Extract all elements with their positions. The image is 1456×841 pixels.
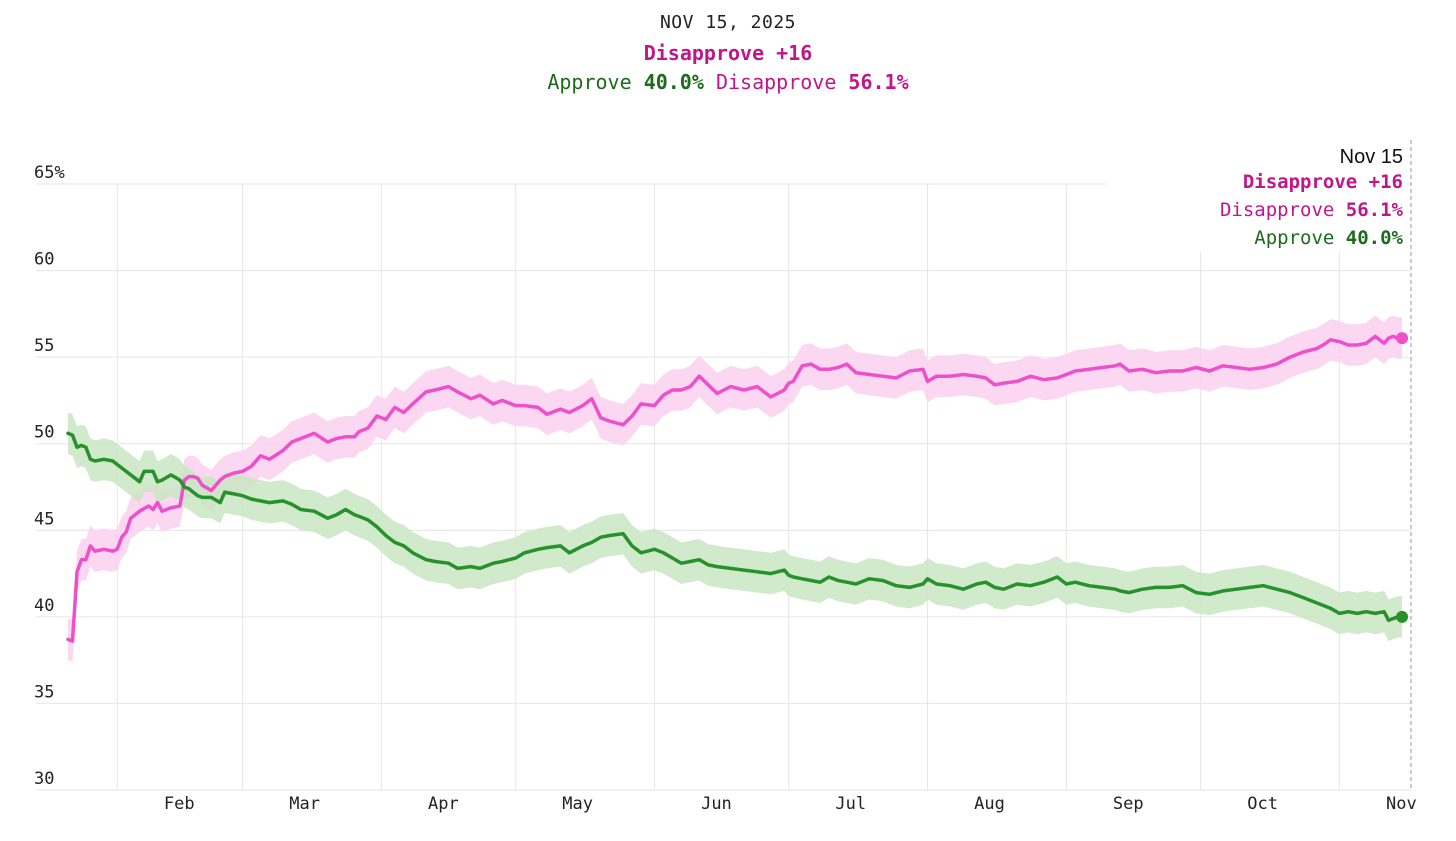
approve-end-dot xyxy=(1396,610,1409,623)
svg-text:Nov 15: Nov 15 xyxy=(1340,146,1403,168)
y-tick-label: 35 xyxy=(34,682,54,702)
header-date: NOV 15, 2025 xyxy=(659,12,797,33)
tooltip-disapprove-label: Disapprove xyxy=(1220,199,1334,221)
x-tick-label: Aug xyxy=(974,794,1005,814)
x-tick-label: Oct xyxy=(1247,794,1278,814)
y-axis-labels: 30 35 40 45 50 55 60 65% xyxy=(34,163,65,789)
y-tick-label: 50 xyxy=(34,423,54,443)
x-axis-labels: Feb Mar Apr May Jun Jul Aug Sep Oct Nov xyxy=(164,794,1417,814)
svg-text:Disapprove 56.1%: Disapprove 56.1% xyxy=(1220,199,1404,221)
disapprove-end-dot xyxy=(1396,332,1409,345)
tooltip-margin: Disapprove +16 xyxy=(1243,171,1403,193)
tooltip-approve-label: Approve xyxy=(1254,227,1334,249)
end-dots xyxy=(1396,332,1409,623)
x-tick-label: Mar xyxy=(289,794,320,814)
disapprove-band xyxy=(68,315,1402,662)
x-tick-label: May xyxy=(562,794,593,814)
x-tick-label: Jun xyxy=(701,794,732,814)
x-tick-label: Nov xyxy=(1386,794,1417,814)
header-disapprove-label: Disapprove xyxy=(715,70,837,94)
x-tick-label: Sep xyxy=(1113,794,1144,814)
y-tick-label: 45 xyxy=(34,509,54,529)
header-approve-value: 40.0% xyxy=(643,70,704,94)
hover-tooltip: Nov 15 Disapprove +16 Disapprove 56.1% A… xyxy=(1105,140,1407,252)
y-tick-label: 60 xyxy=(34,250,54,270)
x-tick-label: Feb xyxy=(164,794,195,814)
header-approve-label: Approve xyxy=(547,70,632,94)
disapprove-line xyxy=(66,334,1404,643)
approve-line xyxy=(66,431,1404,623)
x-tick-label: Apr xyxy=(428,794,459,814)
y-tick-label: 65% xyxy=(34,163,65,183)
svg-text:Disapprove +16: Disapprove +16 xyxy=(1243,171,1403,193)
y-tick-label: 40 xyxy=(34,596,54,616)
y-tick-label: 30 xyxy=(34,769,54,789)
y-tick-label: 55 xyxy=(34,336,54,356)
header-disapprove-value: 56.1% xyxy=(848,70,909,94)
tooltip-date: Nov 15 xyxy=(1340,146,1403,168)
tooltip-approve-value: 40.0% xyxy=(1346,227,1404,249)
header-margin: Disapprove +16 xyxy=(643,41,813,65)
x-tick-label: Jul xyxy=(835,794,866,814)
series-lines xyxy=(66,334,1404,643)
svg-text:Approve 40.0%: Approve 40.0% xyxy=(1254,227,1403,249)
tooltip-disapprove-value: 56.1% xyxy=(1346,199,1404,221)
header-values: Approve 40.0% Disapprove 56.1% xyxy=(0,70,1456,94)
